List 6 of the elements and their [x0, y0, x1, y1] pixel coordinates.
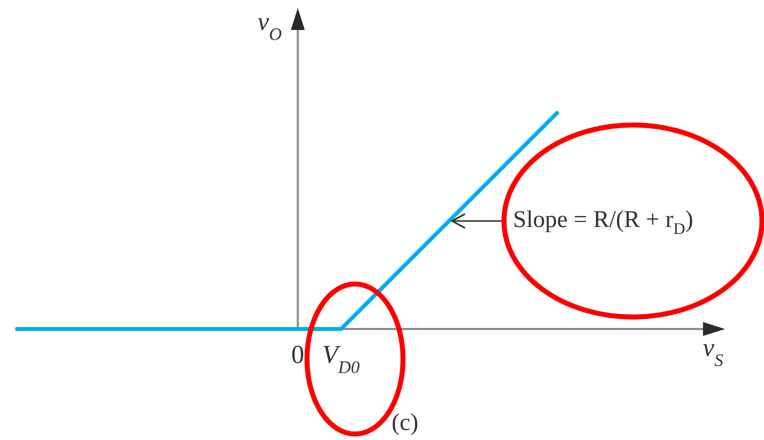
annotation: Slope = R/(R + r$_{D}$) [513, 206, 694, 238]
y-axis-title: v$_{O}$ [257, 7, 282, 44]
text: v$_{S}$ [702, 333, 724, 370]
text: (c) [392, 410, 418, 436]
x-tick-label: V$_{D0}$ [322, 340, 360, 377]
x-tick-label: 0 [291, 340, 304, 369]
